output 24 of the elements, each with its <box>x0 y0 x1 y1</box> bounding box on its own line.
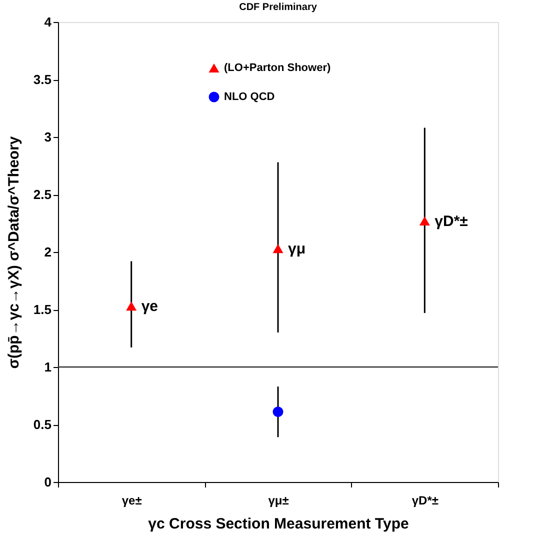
y-axis-title: σ(pp̄→γc→γX) σ^Data/σ^Theory <box>5 136 22 369</box>
y-tick-label: 0 <box>44 474 52 490</box>
y-tick-label: 2.5 <box>33 187 52 202</box>
x-axis-title: γc Cross Section Measurement Type <box>148 516 409 532</box>
y-tick-label: 1 <box>44 360 52 374</box>
annotation: γe <box>141 298 158 316</box>
x-tick-label: γD*± <box>412 494 439 508</box>
y-tick-label: 3.5 <box>33 72 52 87</box>
point <box>272 406 284 418</box>
y-tick-label: 3 <box>44 130 52 144</box>
y-tick-label: 4 <box>44 14 52 30</box>
point <box>419 216 430 226</box>
x-tick-label: γμ± <box>268 494 290 508</box>
legend-label: NLO QCD <box>224 91 275 103</box>
annotation: γμ <box>288 240 306 258</box>
legend-label: (LO+Parton Shower) <box>224 62 331 74</box>
y-tick-label: 2 <box>44 244 52 260</box>
y-tick-label: 0.5 <box>33 417 52 432</box>
y-tick-label: 1.5 <box>33 302 52 317</box>
annotation: γD*± <box>434 212 468 230</box>
point <box>126 302 137 311</box>
chart-title: CDF Preliminary <box>239 2 318 13</box>
x-tick-label: γe± <box>122 494 142 508</box>
point <box>272 244 284 254</box>
